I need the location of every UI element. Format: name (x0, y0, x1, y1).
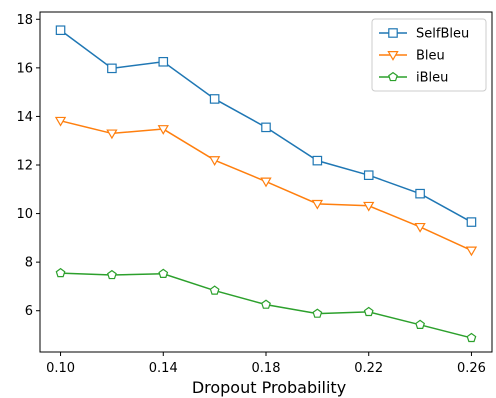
y-tick-label: 6 (25, 304, 33, 319)
x-tick-label: 0.26 (457, 361, 486, 376)
x-tick-label: 0.14 (149, 361, 178, 376)
y-tick-label: 8 (25, 256, 33, 271)
data-point-ibleu (363, 306, 374, 317)
data-point-selfbleu (55, 25, 66, 36)
x-tick-label: 0.22 (354, 361, 383, 376)
legend-label-ibleu: iBleu (416, 71, 448, 86)
data-point-selfbleu (466, 217, 477, 227)
data-point-bleu (465, 246, 478, 257)
data-point-selfbleu (261, 122, 271, 133)
data-point-ibleu (261, 299, 271, 309)
data-point-selfbleu (107, 63, 117, 74)
legend-box (371, 18, 487, 92)
data-point-bleu (208, 156, 221, 166)
data-point-selfbleu (158, 56, 169, 67)
data-point-selfbleu (312, 155, 323, 166)
data-point-bleu (363, 201, 375, 212)
legend-label-selfbleu: SelfBleu (416, 27, 469, 42)
data-point-bleu (311, 199, 324, 210)
data-point-ibleu (107, 269, 117, 280)
y-tick-label: 10 (16, 207, 33, 222)
series-layer (54, 25, 478, 343)
data-point-selfbleu (209, 94, 220, 104)
x-axis-title: Dropout Probability (192, 378, 346, 397)
x-axis: 0.10 0.14 0.18 0.22 0.26 (46, 352, 486, 376)
data-point-ibleu (466, 332, 477, 343)
data-point-bleu (414, 222, 426, 233)
data-point-ibleu (312, 308, 323, 318)
data-point-ibleu (209, 285, 220, 295)
data-point-selfbleu (415, 188, 425, 199)
x-tick-label: 0.10 (46, 361, 75, 376)
y-axis: 6 8 10 12 14 16 18 (16, 13, 40, 319)
legend-marker-selfbleu (388, 28, 398, 38)
x-tick-label: 0.18 (252, 361, 281, 376)
data-point-bleu (157, 125, 169, 135)
legend-marker-bleu (387, 51, 399, 61)
data-point-bleu (106, 129, 118, 140)
data-point-ibleu (55, 267, 66, 278)
data-point-selfbleu (363, 170, 374, 180)
data-point-bleu (260, 177, 272, 188)
data-point-ibleu (415, 319, 425, 329)
y-tick-label: 16 (16, 61, 33, 76)
data-point-bleu (54, 116, 67, 127)
data-point-ibleu (158, 268, 169, 278)
y-tick-label: 18 (16, 13, 33, 28)
legend-label-bleu: Bleu (416, 49, 445, 64)
legend: SelfBleu Bleu iBleu (371, 18, 487, 92)
legend-marker-ibleu (388, 71, 398, 82)
y-tick-label: 12 (16, 159, 33, 174)
y-tick-label: 14 (16, 110, 33, 125)
